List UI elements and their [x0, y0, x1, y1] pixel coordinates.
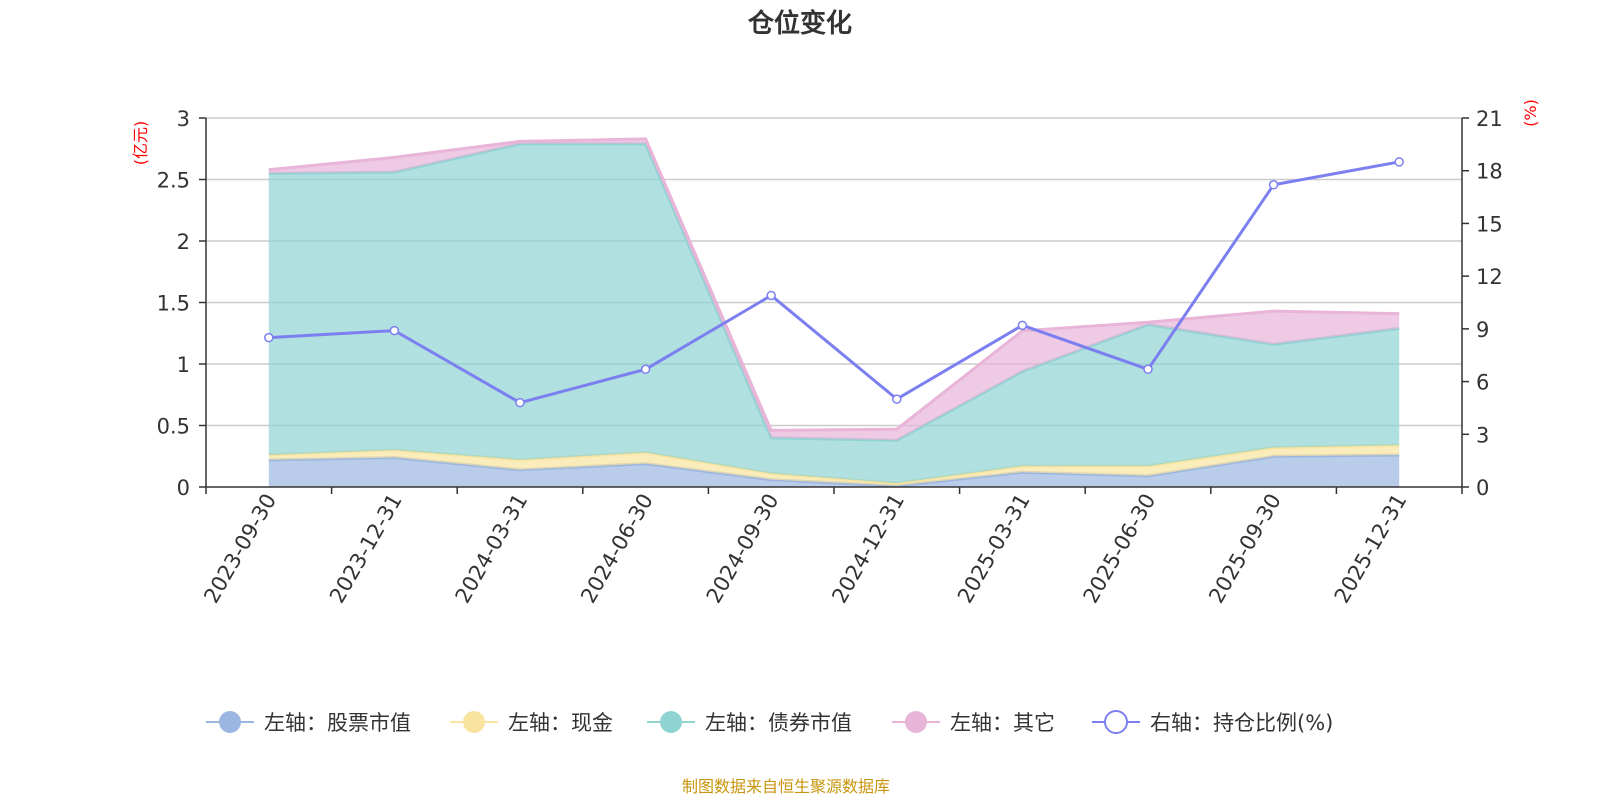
- legend-marker: [905, 711, 927, 733]
- x-tick-label: 2024-06-30: [576, 490, 658, 608]
- chart-title: 仓位变化: [747, 8, 852, 39]
- legend-label: 左轴：现金: [508, 711, 613, 735]
- legend-marker: [463, 711, 485, 733]
- right-tick-label: 3: [1476, 423, 1489, 447]
- legend-label: 左轴：其它: [950, 711, 1055, 735]
- legend-marker: [660, 711, 682, 733]
- x-tick-label: 2025-12-31: [1330, 490, 1412, 608]
- area-line: [268, 137, 1400, 432]
- legend-label: 右轴：持仓比例(%): [1150, 711, 1333, 735]
- right-tick-label: 18: [1476, 160, 1503, 184]
- area-fill: [268, 455, 1400, 487]
- right-tick-label: 6: [1476, 371, 1489, 395]
- x-tick-label: 2023-09-30: [199, 490, 281, 608]
- area-fill: [268, 445, 1400, 486]
- ratio-point: [1143, 364, 1153, 375]
- ratio-point: [264, 332, 274, 343]
- left-tick-label: 0: [177, 476, 190, 500]
- left-tick-label: 0.5: [157, 415, 190, 439]
- right-tick-label: 15: [1476, 212, 1503, 236]
- left-tick-label: 2.5: [157, 169, 190, 193]
- right-tick-label: 12: [1476, 265, 1503, 289]
- ratio-point: [1017, 320, 1028, 331]
- left-tick-label: 3: [177, 107, 190, 131]
- line-series: [264, 157, 1404, 408]
- legend-label: 左轴：股票市值: [264, 711, 411, 735]
- ratio-point: [892, 394, 902, 404]
- x-tick-label: 2024-09-30: [702, 490, 784, 608]
- legend-marker: [1104, 710, 1128, 734]
- legend-marker: [219, 711, 241, 733]
- x-tick-label: 2025-03-31: [953, 490, 1035, 608]
- source-note: 制图数据来自恒生聚源数据库: [682, 777, 890, 796]
- ratio-point: [766, 290, 776, 301]
- legend-label: 左轴：债券市值: [705, 711, 852, 735]
- legend: 左轴：股票市值 左轴：现金 左轴：债券市值 左轴：其它 右轴：持仓比例(%): [206, 710, 1333, 735]
- left-tick-label: 2: [177, 230, 190, 254]
- ratio-point: [389, 325, 400, 336]
- right-tick-label: 21: [1476, 107, 1503, 131]
- area-fill: [268, 143, 1400, 484]
- x-tick-label: 2025-06-30: [1079, 490, 1161, 608]
- ratio-point: [1268, 180, 1279, 190]
- left-tick-label: 1: [177, 353, 190, 377]
- x-tick-label: 2023-12-31: [325, 490, 407, 608]
- right-axis-unit: (%): [1521, 99, 1540, 127]
- ratio-point: [640, 364, 651, 375]
- area-fill: [268, 138, 1400, 441]
- left-axis-unit: (亿元): [131, 121, 150, 166]
- right-tick-label: 0: [1476, 476, 1489, 500]
- x-tick-label: 2024-03-31: [451, 490, 533, 608]
- x-tick-label: 2025-09-30: [1204, 490, 1286, 608]
- ratio-line: [268, 160, 1400, 405]
- area-series: [268, 137, 1400, 488]
- ratio-point: [1394, 157, 1404, 167]
- ratio-point: [515, 397, 525, 408]
- left-tick-label: 1.5: [157, 292, 190, 316]
- x-tick-label: 2024-12-31: [827, 490, 909, 608]
- right-tick-label: 9: [1476, 318, 1489, 342]
